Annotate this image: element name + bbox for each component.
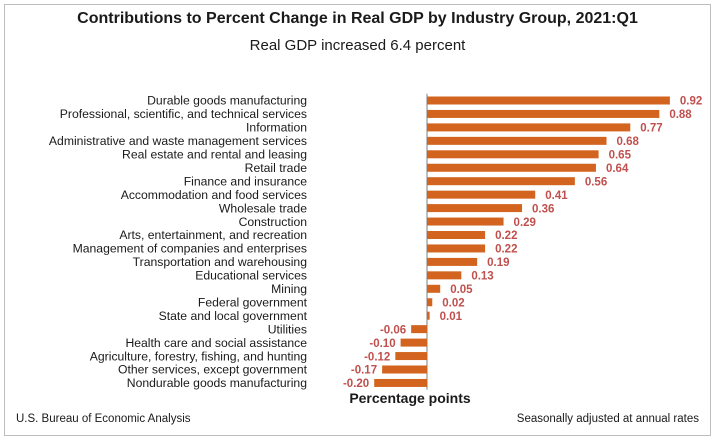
data-label: -0.10 bbox=[369, 338, 395, 350]
data-label: 0.02 bbox=[442, 297, 464, 309]
bar bbox=[427, 311, 430, 320]
data-label: -0.20 bbox=[343, 378, 369, 390]
bar bbox=[395, 352, 427, 361]
bar bbox=[427, 204, 523, 213]
source-note: U.S. Bureau of Economic Analysis bbox=[16, 413, 191, 425]
data-label: 0.41 bbox=[545, 190, 568, 202]
category-label: Wholesale trade bbox=[219, 201, 307, 215]
category-label: Administrative and waste management serv… bbox=[49, 134, 307, 148]
chart-title: Contributions to Percent Change in Real … bbox=[77, 10, 638, 27]
data-label: 0.68 bbox=[617, 136, 640, 148]
bar bbox=[427, 96, 670, 105]
category-label: Educational services bbox=[195, 269, 307, 283]
data-label: -0.06 bbox=[380, 324, 406, 336]
bar bbox=[427, 123, 631, 132]
bar bbox=[400, 338, 427, 347]
bar bbox=[427, 231, 486, 239]
bar bbox=[427, 109, 660, 118]
x-axis-title: Percentage points bbox=[349, 390, 471, 406]
data-label: -0.12 bbox=[364, 351, 390, 363]
category-label: Accommodation and food services bbox=[121, 188, 307, 202]
category-label: Federal government bbox=[198, 295, 308, 309]
category-label: Durable goods manufacturing bbox=[147, 94, 307, 108]
bar bbox=[427, 257, 478, 266]
category-label: Construction bbox=[239, 215, 307, 229]
bar bbox=[427, 217, 504, 226]
category-label: Other services, except government bbox=[118, 363, 308, 377]
data-label: 0.56 bbox=[585, 176, 607, 188]
bar bbox=[427, 244, 486, 253]
bar bbox=[382, 365, 427, 374]
category-label: Health care and social assistance bbox=[125, 336, 307, 350]
bar bbox=[411, 325, 427, 334]
category-label: Mining bbox=[271, 282, 307, 296]
data-label: 0.29 bbox=[514, 217, 536, 229]
chart-subtitle: Real GDP increased 6.4 percent bbox=[249, 37, 466, 54]
data-label: 0.22 bbox=[495, 244, 517, 256]
bar bbox=[374, 378, 427, 387]
category-label: Professional, scientific, and technical … bbox=[60, 107, 307, 121]
bar bbox=[427, 136, 607, 145]
category-label: Real estate and rental and leasing bbox=[122, 148, 307, 162]
data-label: 0.36 bbox=[532, 203, 554, 215]
category-label: Finance and insurance bbox=[184, 174, 308, 188]
category-label: Nondurable goods manufacturing bbox=[127, 376, 307, 390]
category-label: Management of companies and enterprises bbox=[73, 242, 307, 256]
category-label: Agriculture, forestry, fishing, and hunt… bbox=[90, 349, 307, 363]
bar bbox=[427, 150, 599, 159]
category-label: Information bbox=[246, 121, 307, 135]
data-label: 0.05 bbox=[450, 284, 473, 296]
bar bbox=[427, 298, 433, 307]
data-label: -0.17 bbox=[351, 365, 377, 377]
data-label: 0.13 bbox=[471, 271, 493, 283]
bar bbox=[427, 177, 575, 186]
category-label: Utilities bbox=[268, 322, 307, 336]
bar bbox=[427, 271, 462, 280]
data-label: 0.64 bbox=[606, 163, 629, 175]
seasonal-adjustment-note: Seasonally adjusted at annual rates bbox=[516, 413, 699, 425]
category-label: Retail trade bbox=[245, 161, 308, 175]
chart-frame bbox=[4, 4, 711, 436]
bar bbox=[427, 163, 596, 172]
bar bbox=[427, 190, 536, 199]
data-label: 0.88 bbox=[669, 109, 692, 121]
data-label: 0.77 bbox=[640, 123, 662, 135]
data-label: 0.92 bbox=[680, 96, 702, 108]
category-label: Transportation and warehousing bbox=[133, 255, 307, 269]
category-label: State and local government bbox=[159, 309, 308, 323]
data-label: 0.19 bbox=[487, 257, 509, 269]
data-label: 0.22 bbox=[495, 230, 517, 242]
bar bbox=[427, 284, 441, 293]
data-label: 0.65 bbox=[609, 150, 632, 162]
data-label: 0.01 bbox=[440, 311, 463, 323]
category-label: Arts, entertainment, and recreation bbox=[119, 228, 307, 242]
